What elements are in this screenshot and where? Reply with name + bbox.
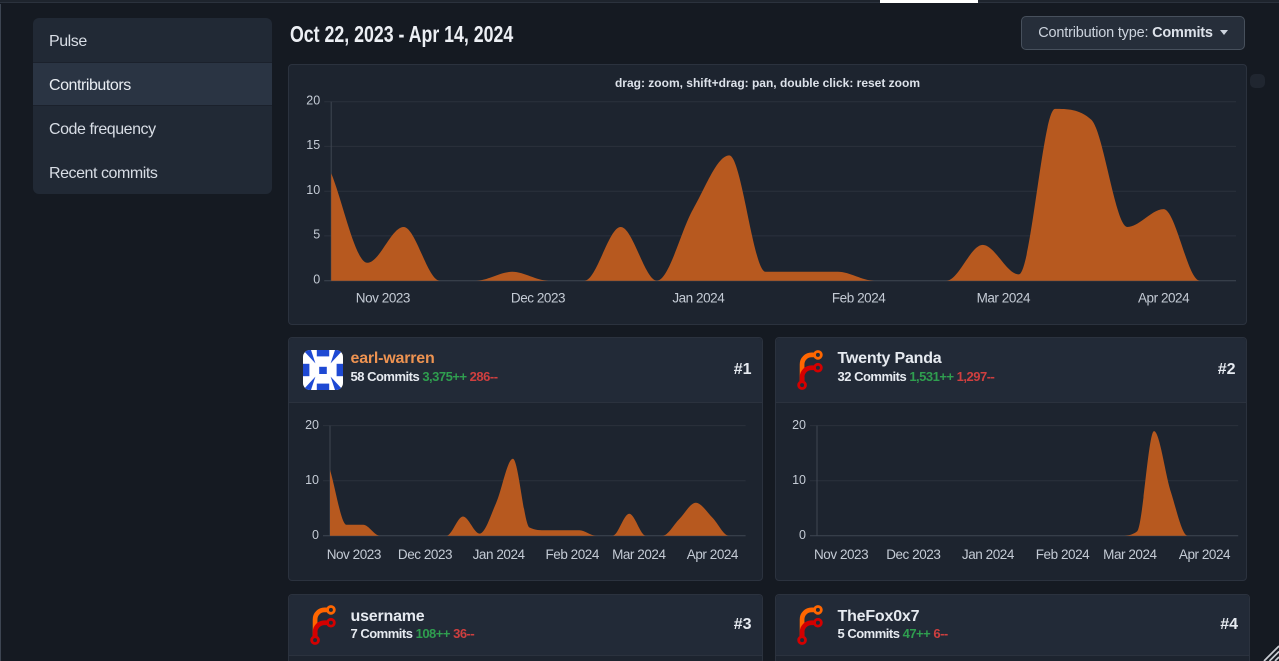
svg-text:Apr 2024: Apr 2024 bbox=[1138, 290, 1190, 305]
svg-text:Mar 2024: Mar 2024 bbox=[612, 547, 666, 562]
svg-text:Dec 2023: Dec 2023 bbox=[398, 547, 452, 562]
svg-text:Feb 2024: Feb 2024 bbox=[832, 290, 886, 305]
svg-text:Jan 2024: Jan 2024 bbox=[473, 547, 526, 562]
svg-text:Nov 2023: Nov 2023 bbox=[327, 547, 381, 562]
svg-text:Jan 2024: Jan 2024 bbox=[962, 547, 1015, 562]
svg-text:15: 15 bbox=[306, 138, 320, 152]
svg-text:drag: zoom, shift+drag: pan, d: drag: zoom, shift+drag: pan, double clic… bbox=[615, 76, 920, 90]
svg-text:Nov 2023: Nov 2023 bbox=[356, 290, 410, 305]
svg-text:5: 5 bbox=[313, 227, 320, 241]
svg-text:10: 10 bbox=[305, 473, 319, 487]
svg-text:0: 0 bbox=[799, 528, 806, 542]
svg-text:Feb 2024: Feb 2024 bbox=[545, 547, 599, 562]
svg-text:Apr 2024: Apr 2024 bbox=[1179, 547, 1231, 562]
svg-text:Dec 2023: Dec 2023 bbox=[511, 290, 565, 305]
svg-text:Dec 2023: Dec 2023 bbox=[886, 547, 940, 562]
svg-text:Mar 2024: Mar 2024 bbox=[1103, 547, 1157, 562]
svg-text:0: 0 bbox=[312, 528, 319, 542]
svg-text:20: 20 bbox=[305, 418, 319, 432]
svg-text:Apr 2024: Apr 2024 bbox=[687, 547, 739, 562]
svg-text:Jan 2024: Jan 2024 bbox=[672, 290, 725, 305]
svg-text:20: 20 bbox=[306, 93, 320, 107]
svg-text:10: 10 bbox=[792, 473, 806, 487]
svg-text:Mar 2024: Mar 2024 bbox=[977, 290, 1031, 305]
svg-text:Nov 2023: Nov 2023 bbox=[814, 547, 868, 562]
svg-text:Feb 2024: Feb 2024 bbox=[1036, 547, 1090, 562]
svg-text:20: 20 bbox=[792, 418, 806, 432]
svg-text:0: 0 bbox=[313, 272, 320, 286]
svg-text:10: 10 bbox=[306, 182, 320, 196]
